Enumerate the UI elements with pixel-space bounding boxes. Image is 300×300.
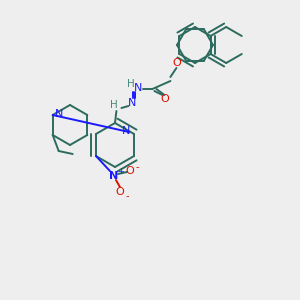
Text: N: N <box>134 83 142 93</box>
Text: N: N <box>122 126 130 136</box>
Text: H: H <box>110 100 117 110</box>
Text: H: H <box>127 79 134 89</box>
Text: O: O <box>172 58 181 68</box>
Text: N: N <box>128 98 136 108</box>
Text: -: - <box>135 162 139 172</box>
Text: O: O <box>160 94 169 104</box>
Text: +: + <box>118 167 124 176</box>
Text: N: N <box>55 109 63 119</box>
Text: O: O <box>126 166 134 176</box>
Text: -: - <box>125 191 129 201</box>
Text: O: O <box>116 187 124 197</box>
Text: N: N <box>109 171 119 181</box>
